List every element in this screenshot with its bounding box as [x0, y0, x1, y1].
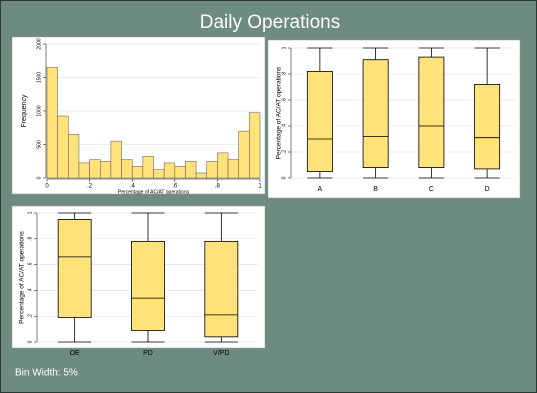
y-axis-label: Percentage of AC/AT operations	[19, 230, 26, 323]
bar	[142, 155, 154, 179]
y-tick-label: 1	[27, 211, 33, 214]
x-tick-label: OE	[70, 350, 80, 357]
x-tick-label: .6	[172, 184, 178, 190]
box	[306, 71, 333, 172]
y-tick-label: .4	[281, 124, 287, 128]
box	[131, 240, 165, 331]
bar	[110, 140, 122, 179]
bar	[206, 161, 218, 179]
bar	[163, 162, 176, 179]
bar	[185, 161, 197, 179]
y-tick-label: 0	[36, 176, 42, 179]
y-tick-label: .8	[281, 72, 287, 76]
note: Bin Width: 5%	[15, 368, 78, 379]
y-tick-label: 2000	[36, 38, 42, 49]
y-tick-label: .6	[27, 262, 33, 266]
y-tick-label: .4	[27, 288, 33, 292]
box	[204, 240, 239, 338]
box	[57, 219, 92, 318]
y-tick-label: 1000	[36, 105, 42, 116]
bar	[227, 159, 239, 179]
x-tick-label: B	[373, 186, 378, 193]
x-tick-label: .8	[215, 184, 221, 190]
y-tick-label: .2	[281, 150, 287, 154]
bar	[131, 166, 144, 179]
x-axis-label: Percentage of AC/AT operations	[118, 189, 190, 195]
bar	[249, 112, 261, 179]
bar	[57, 115, 69, 179]
y-tick-label: 1	[281, 46, 287, 49]
bar	[195, 172, 208, 179]
y-tick-label: 0	[27, 340, 33, 343]
x-tick-label: V/PD	[213, 350, 229, 357]
bar	[174, 166, 186, 179]
box	[474, 84, 501, 170]
x-tick-label: D	[485, 186, 490, 193]
bar	[217, 152, 229, 179]
bar	[89, 159, 101, 179]
y-tick-label: .6	[281, 98, 287, 102]
x-tick-label: .2	[87, 184, 93, 190]
box	[362, 59, 389, 169]
y-tick-label: .8	[27, 236, 33, 240]
x-tick-label: .4	[130, 184, 136, 190]
y-axis-label: Percentage of AC/AT operations	[276, 66, 283, 159]
bar	[78, 162, 90, 179]
x-tick-label: C	[429, 186, 434, 193]
bar	[238, 130, 250, 179]
x-tick-label: PD	[143, 350, 153, 357]
bar	[153, 169, 165, 179]
bar	[121, 159, 133, 179]
y-tick-label: 1500	[36, 72, 42, 83]
x-tick-label: 0	[45, 184, 49, 190]
x-tick-label: A	[318, 186, 323, 193]
bar	[68, 134, 80, 179]
y-tick-label: .2	[27, 314, 33, 318]
bar	[100, 161, 112, 179]
y-tick-label: 500	[36, 140, 42, 149]
bar	[46, 67, 58, 179]
figure-title: Daily Operations	[200, 12, 340, 33]
x-tick-label: 1	[258, 184, 262, 190]
y-tick-label: 0	[281, 176, 287, 179]
y-axis-label: Frequency	[21, 94, 28, 128]
box	[418, 56, 445, 168]
